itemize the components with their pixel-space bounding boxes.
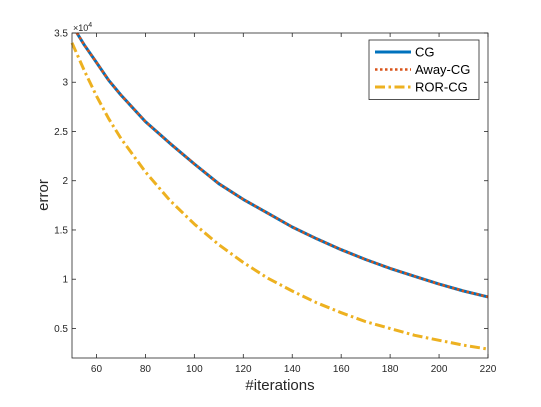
y-tick-label: 3 xyxy=(62,78,68,89)
y-multiplier: ×104 xyxy=(73,22,92,33)
axes-box xyxy=(71,32,489,359)
y-tick-label: 3.5 xyxy=(54,29,68,40)
y-tick-label: 2 xyxy=(62,176,68,187)
x-tick-label: 180 xyxy=(382,364,399,375)
x-tick-label: 220 xyxy=(480,364,497,375)
axes-layer xyxy=(71,32,489,359)
y-tick-label: 2.5 xyxy=(54,127,68,138)
x-tick-label: 160 xyxy=(333,364,350,375)
x-axis-label: #iterations xyxy=(245,377,314,394)
legend-label-ror-cg: ROR-CG xyxy=(415,80,468,95)
ticks-layer: 60 80 100 120 140 160 180 200 220 0.5 1 1.5 2 2.5 3 3.5 xyxy=(54,29,497,376)
series-layer xyxy=(70,32,489,351)
legend-label-away-cg: Away-CG xyxy=(415,62,470,77)
y-tick-label: 0.5 xyxy=(54,324,68,335)
x-tick-label: 140 xyxy=(284,364,301,375)
y-axis-label: error xyxy=(35,179,52,211)
x-tick-label: 120 xyxy=(235,364,252,375)
x-tick-label: 200 xyxy=(431,364,448,375)
y-tick-label: 1 xyxy=(62,275,68,286)
legend-label-cg: CG xyxy=(415,45,435,60)
legend: CG Away-CG ROR-CG xyxy=(368,39,480,100)
x-tick-label: 100 xyxy=(186,364,203,375)
series-line-ror-cg xyxy=(70,42,489,351)
x-tick-label: 60 xyxy=(91,364,103,375)
x-tick-label: 80 xyxy=(140,364,152,375)
y-tick-label: 1.5 xyxy=(54,225,68,236)
series-line-away-cg xyxy=(75,32,489,299)
